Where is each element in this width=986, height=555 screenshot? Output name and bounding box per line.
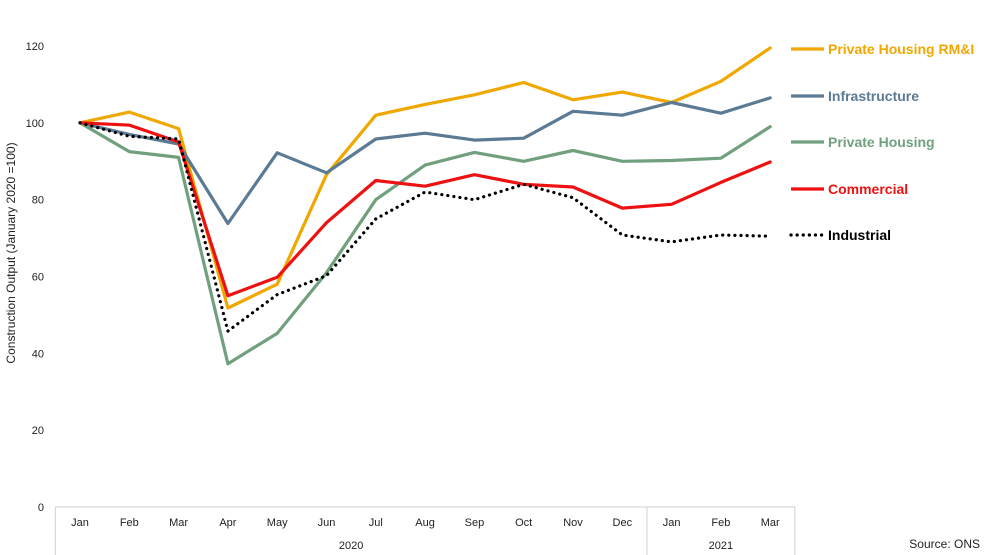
x-axis: 2020 2021 Jan Feb Mar Apr May Jun Jul Aug Sep Oct No… xyxy=(54,506,796,555)
series-line xyxy=(78,121,772,298)
y-tick-label: 120 xyxy=(26,41,44,53)
x-tick-label: Jan xyxy=(663,517,681,529)
x-tick-label: Jan xyxy=(71,517,89,529)
x-tick-label: Mar xyxy=(761,517,780,529)
x-tick-label: Mar xyxy=(169,517,188,529)
legend-label: Private Housing xyxy=(828,134,935,150)
x-tick-label: Sep xyxy=(465,517,485,529)
legend-label: Industrial xyxy=(828,227,891,243)
x-tick-label: Jun xyxy=(318,517,336,529)
y-tick-label: 40 xyxy=(32,348,44,360)
x-tick-label: Aug xyxy=(415,517,435,529)
legend-label: Infrastructure xyxy=(828,88,919,104)
y-tick-label: 20 xyxy=(32,425,44,437)
x-tick-label: May xyxy=(267,517,288,529)
x-tick-label: Apr xyxy=(219,517,236,529)
y-tick-label: 100 xyxy=(26,118,44,130)
y-tick-label: 0 xyxy=(38,502,44,514)
legend-label: Private Housing RM&I xyxy=(828,41,974,57)
legend: Private Housing RM&I Infrastructure Privat… xyxy=(789,41,974,243)
series-line xyxy=(78,96,772,226)
x-tick-label: Feb xyxy=(120,517,139,529)
series-line xyxy=(78,121,772,333)
y-tick-label: 60 xyxy=(32,272,44,284)
legend-label: Commercial xyxy=(828,181,908,197)
x-tick-label: Jul xyxy=(369,517,383,529)
x-tick-label: Nov xyxy=(563,517,583,529)
y-axis-label: Construction Output (January 2020 =100) xyxy=(4,142,18,363)
y-axis: 0 20 40 60 80 100 120 xyxy=(26,41,44,514)
source-note: Source: ONS xyxy=(909,537,980,551)
series-line xyxy=(78,121,772,366)
year-label: 2021 xyxy=(709,540,733,552)
year-label: 2020 xyxy=(339,540,363,552)
series-layer xyxy=(78,46,772,366)
y-tick-label: 80 xyxy=(32,195,44,207)
x-tick-label: Oct xyxy=(515,517,532,529)
x-tick-label: Dec xyxy=(613,517,633,529)
x-tick-label: Feb xyxy=(711,517,730,529)
